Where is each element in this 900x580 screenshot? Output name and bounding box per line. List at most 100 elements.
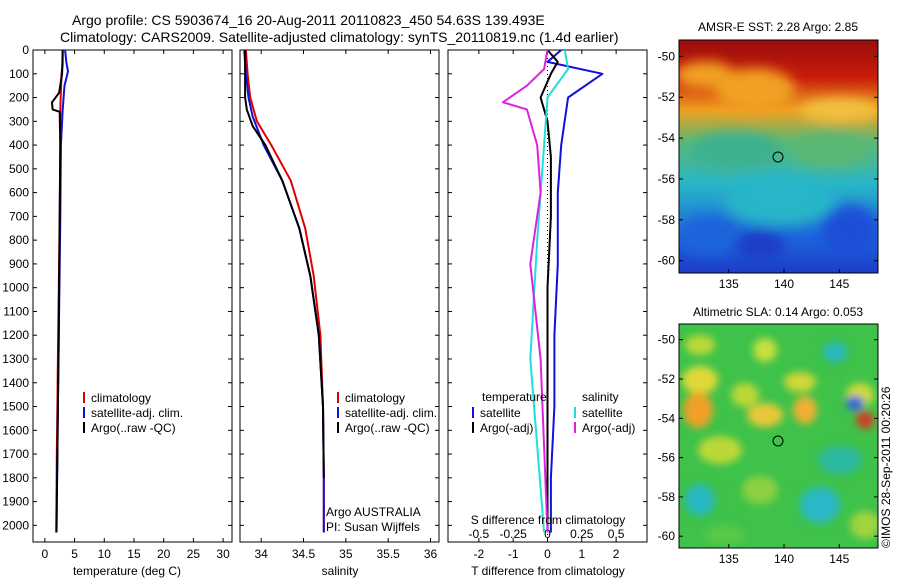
map-y-tick-label: -58 (658, 490, 676, 504)
sla-argo-marker (772, 435, 784, 447)
x-tick-label: 0 (544, 547, 551, 561)
y-tick-label: 1200 (2, 328, 29, 342)
map-y-tick-label: -50 (658, 333, 676, 347)
map-y-tick-label: -52 (658, 372, 676, 386)
y-tick-label: 900 (9, 257, 29, 271)
map-y-tick-label: -52 (658, 90, 676, 104)
map-x-tick-label: 145 (829, 277, 849, 291)
map-y-tick-label: -54 (658, 131, 676, 145)
y-tick-label: 1700 (2, 447, 29, 461)
series-line-argo-raw-qc- (244, 50, 325, 478)
x-tick-label: 34.5 (292, 547, 316, 561)
y-tick-label: 200 (9, 91, 29, 105)
legend-s-argo: Argo(-adj) (582, 421, 635, 435)
y-tick-label: 400 (9, 138, 29, 152)
x-tick-label: 5 (71, 547, 78, 561)
series-line-salinity-satellite (529, 49, 570, 533)
x-tick-label: 15 (127, 547, 141, 561)
map-y-tick-label: -50 (658, 49, 676, 63)
legend-header-salinity: salinity (582, 390, 619, 404)
map-x-tick-label: 135 (719, 277, 739, 291)
map-x-tick-label: 140 (774, 552, 794, 566)
x-tick-label: 35.5 (377, 547, 401, 561)
x-tick-label: 34 (254, 547, 268, 561)
legend-swatch-s-satellite (574, 407, 576, 418)
map-x-tick-label: 145 (829, 552, 849, 566)
salinity-legend: climatology satellite-adj. clim. Argo(..… (337, 391, 437, 435)
legend-swatch-climatology (83, 392, 85, 403)
x-tick-label: 10 (98, 547, 112, 561)
salinity-axes (239, 49, 440, 543)
series-line-temperature-satellite (546, 49, 604, 533)
map-x-tick-label: 135 (719, 552, 739, 566)
x-top-tick-label: -0.5 (469, 527, 490, 541)
legend-argo: Argo(..raw -QC) (345, 421, 430, 435)
x-top-tick-label: -0.25 (500, 527, 528, 541)
legend-swatch-argo (337, 422, 339, 433)
salinity-xlabel: salinity (322, 564, 359, 578)
y-tick-label: 600 (9, 186, 29, 200)
y-tick-label: 100 (9, 67, 29, 81)
legend-s-satellite: satellite (582, 406, 623, 420)
legend-swatch-climatology (337, 392, 339, 403)
map-y-tick-label: -56 (658, 172, 676, 186)
title-line-2: Climatology: CARS2009. Satellite-adjuste… (60, 29, 618, 45)
legend-climatology: climatology (345, 391, 405, 405)
temperature-xlabel: temperature (deg C) (73, 564, 181, 578)
sla-map-title: Altimetric SLA: 0.14 Argo: 0.053 (693, 305, 863, 319)
x-top-tick-label: 0.5 (608, 527, 625, 541)
x-tick-label: -1 (508, 547, 519, 561)
salinity-panel: 34 34.5 35 35.5 36 salinity climatology sate… (239, 49, 440, 578)
legend-climatology: climatology (91, 391, 151, 405)
sla-heatmap (679, 324, 878, 548)
argo-annotation-line-2: PI: Susan Wijffels (326, 520, 420, 534)
y-tick-label: 0 (22, 43, 29, 57)
map-y-tick-label: -54 (658, 411, 676, 425)
x-tick-label: 35 (339, 547, 353, 561)
legend-swatch-t-argo (472, 422, 474, 433)
legend-argo: Argo(..raw -QC) (91, 421, 176, 435)
map-y-tick-label: -56 (658, 451, 676, 465)
y-tick-label: 1000 (2, 281, 29, 295)
sst-map-panel: AMSR-E SST: 2.28 Argo: 2.85 135 140 145 -50… (658, 20, 879, 291)
map-x-tick-label: 140 (774, 277, 794, 291)
legend-swatch-s-argo (574, 422, 576, 433)
y-tick-label: 800 (9, 233, 29, 247)
y-tick-label: 1300 (2, 352, 29, 366)
series-line-salinity-argo-adj- (501, 49, 549, 533)
x-tick-label: 20 (157, 547, 171, 561)
x-tick-label: 0 (42, 547, 49, 561)
legend-t-satellite: satellite (480, 406, 521, 420)
map-y-tick-label: -60 (658, 529, 676, 543)
series-line-temperature-argo-adj- (539, 49, 559, 533)
legend-swatch-argo (83, 422, 85, 433)
y-tick-label: 500 (9, 162, 29, 176)
sst-map-axes (678, 39, 879, 274)
legend-t-argo: Argo(-adj) (480, 421, 533, 435)
y-tick-label: 1600 (2, 423, 29, 437)
title-line-1: Argo profile: CS 5903674_16 20-Aug-2011 … (72, 12, 545, 28)
map-y-tick-label: -60 (658, 254, 676, 268)
legend-header-temperature: temperature (482, 390, 547, 404)
legend-swatch-satellite-adj (83, 407, 85, 418)
legend-satellite-adj: satellite-adj. clim. (91, 406, 183, 420)
sst-heatmap (679, 40, 878, 273)
y-tick-label: 2000 (2, 518, 29, 532)
y-tick-label: 1100 (3, 304, 29, 318)
x-tick-label: 25 (187, 547, 201, 561)
difference-xlabel-top: S difference from climatology (471, 513, 626, 527)
sst-map-title: AMSR-E SST: 2.28 Argo: 2.85 (698, 20, 858, 34)
series-line-argo-raw-qc- (51, 49, 64, 533)
imos-watermark: ©IMOS 28-Sep-2011 00:20:26 (879, 386, 893, 548)
y-tick-label: 1800 (2, 471, 29, 485)
legend-swatch-t-satellite (472, 407, 474, 418)
y-tick-label: 300 (9, 114, 29, 128)
map-y-tick-label: -58 (658, 213, 676, 227)
sla-map-axes (678, 323, 879, 549)
temperature-panel: 0100200300400500600700800900100011001200… (2, 43, 233, 578)
difference-legend: temperature salinity satellite Argo(-adj… (472, 390, 635, 435)
y-tick-label: 1400 (2, 376, 29, 390)
x-tick-label: 1 (578, 547, 585, 561)
legend-satellite-adj: satellite-adj. clim. (345, 406, 437, 420)
